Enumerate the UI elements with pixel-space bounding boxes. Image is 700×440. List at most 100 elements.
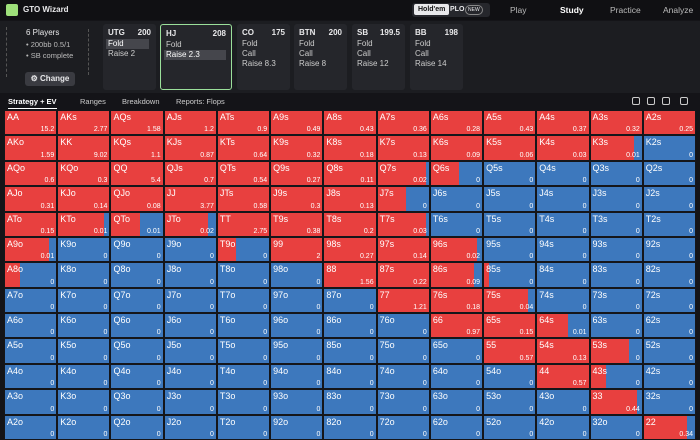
hand-cell[interactable]: Q4s 0 bbox=[536, 160, 590, 187]
hand-cell[interactable]: 85s 0 bbox=[483, 262, 537, 288]
hand-cell[interactable]: A6s 0.28 bbox=[429, 110, 484, 136]
hand-cell[interactable]: Q7o 0 bbox=[110, 287, 164, 314]
hand-cell[interactable]: 65s 0.15 bbox=[483, 313, 537, 339]
hand-cell[interactable]: 74s 0 bbox=[536, 287, 590, 314]
hand-cell[interactable]: 96o 0 bbox=[270, 313, 324, 339]
action[interactable]: Raise 14 bbox=[415, 59, 447, 68]
hand-cell[interactable]: 72o 0 bbox=[376, 414, 430, 440]
tab[interactable]: Reports: Flops bbox=[176, 97, 225, 106]
hand-cell[interactable]: QJo 0.08 bbox=[110, 186, 164, 212]
hand-cell[interactable]: QTs 0.54 bbox=[216, 160, 271, 187]
hand-cell[interactable]: Q8s 0.11 bbox=[323, 160, 377, 187]
hand-cell[interactable]: 43o 0 bbox=[536, 389, 590, 415]
toggle-option[interactable]: Hold'em bbox=[414, 4, 450, 15]
view-icon[interactable] bbox=[647, 97, 655, 105]
hand-cell[interactable]: A8s 0.43 bbox=[323, 110, 377, 136]
hand-cell[interactable]: A9s 0.49 bbox=[270, 110, 324, 136]
hand-cell[interactable]: 62o 0 bbox=[429, 414, 484, 440]
hand-cell[interactable]: 42o 0 bbox=[536, 414, 590, 440]
action[interactable]: Fold bbox=[166, 40, 182, 49]
tab[interactable]: Breakdown bbox=[122, 97, 160, 106]
hand-cell[interactable]: T7s 0.03 bbox=[376, 211, 430, 237]
hand-cell[interactable]: AJo 0.31 bbox=[4, 186, 58, 212]
position-card[interactable]: UTG 200 Fold Raise 2 bbox=[103, 24, 156, 90]
hand-cell[interactable]: JTs 0.58 bbox=[216, 186, 271, 212]
hand-cell[interactable]: QTo 0.01 bbox=[110, 211, 164, 237]
hand-cell[interactable]: K8s 0.18 bbox=[323, 135, 377, 161]
hand-cell[interactable]: J3s 0 bbox=[589, 186, 643, 212]
hand-cell[interactable]: 98o 0 bbox=[270, 262, 324, 288]
hand-cell[interactable]: Q2s 0 bbox=[642, 160, 696, 187]
hand-cell[interactable]: K9o 0 bbox=[57, 236, 111, 263]
hand-cell[interactable]: Q3s 0 bbox=[589, 160, 643, 187]
hand-cell[interactable]: J2o 0 bbox=[163, 414, 217, 440]
hand-cell[interactable]: 83o 0 bbox=[323, 389, 377, 415]
hand-cell[interactable]: J8s 0.13 bbox=[323, 186, 377, 212]
hand-cell[interactable]: T5s 0 bbox=[483, 211, 537, 237]
position-card[interactable]: CO 175 Fold Call Raise 8.3 bbox=[237, 24, 290, 90]
hand-cell[interactable]: A3s 0.32 bbox=[589, 110, 643, 136]
hand-cell[interactable]: ATo 0.15 bbox=[4, 211, 58, 237]
hand-cell[interactable]: Q4o 0 bbox=[110, 363, 164, 390]
action[interactable]: Raise 2 bbox=[108, 49, 136, 58]
action[interactable]: Raise 12 bbox=[357, 59, 389, 68]
action[interactable]: Call bbox=[299, 49, 313, 58]
hand-cell[interactable]: K5o 0 bbox=[57, 338, 111, 364]
hand-cell[interactable]: A5o 0 bbox=[4, 338, 58, 364]
hand-cell[interactable]: T9o 0 bbox=[216, 236, 271, 263]
hand-cell[interactable]: K3o 0 bbox=[57, 389, 111, 415]
hand-cell[interactable]: KQs 1.1 bbox=[110, 135, 164, 161]
hand-cell[interactable]: 86o 0 bbox=[323, 313, 377, 339]
hand-cell[interactable]: T2s 0 bbox=[642, 211, 696, 237]
hand-cell[interactable]: A9o 0.01 bbox=[4, 236, 58, 263]
hand-cell[interactable]: T4s 0 bbox=[536, 211, 590, 237]
hand-cell[interactable]: J3o 0 bbox=[163, 389, 217, 415]
hand-cell[interactable]: J7o 0 bbox=[163, 287, 217, 314]
hand-cell[interactable]: 64o 0 bbox=[429, 363, 484, 390]
hand-cell[interactable]: Q8o 0 bbox=[110, 262, 164, 288]
hand-cell[interactable]: K6s 0.09 bbox=[429, 135, 484, 161]
hand-cell[interactable]: 93s 0 bbox=[589, 236, 643, 263]
hand-cell[interactable]: AA 15.2 bbox=[4, 110, 58, 136]
hand-cell[interactable]: JTo 0.02 bbox=[163, 211, 217, 237]
hand-cell[interactable]: Q5o 0 bbox=[110, 338, 164, 364]
hand-cell[interactable]: A7o 0 bbox=[4, 287, 58, 314]
hand-cell[interactable]: Q5s 0 bbox=[483, 160, 537, 187]
action[interactable]: Raise 8 bbox=[299, 59, 327, 68]
hand-cell[interactable]: Q2o 0 bbox=[110, 414, 164, 440]
hand-cell[interactable]: QJs 0.7 bbox=[163, 160, 217, 187]
hand-cell[interactable]: T3o 0 bbox=[216, 389, 271, 415]
hand-cell[interactable]: 95s 0 bbox=[483, 236, 537, 263]
hand-cell[interactable]: J4o 0 bbox=[163, 363, 217, 390]
hand-cell[interactable]: A2o 0 bbox=[4, 414, 58, 440]
hand-cell[interactable]: J9o 0 bbox=[163, 236, 217, 263]
action[interactable]: Fold bbox=[357, 39, 373, 48]
hand-cell[interactable]: 96s 0.02 bbox=[429, 236, 484, 263]
nav-item[interactable]: Analyze bbox=[663, 5, 694, 15]
hand-cell[interactable]: J8o 0 bbox=[163, 262, 217, 288]
hand-cell[interactable]: 88 1.56 bbox=[323, 262, 377, 288]
hand-cell[interactable]: 98s 0.27 bbox=[323, 236, 377, 263]
hand-cell[interactable]: 75s 0.04 bbox=[483, 287, 537, 314]
hand-cell[interactable]: J9s 0.3 bbox=[270, 186, 324, 212]
hand-cell[interactable]: 63o 0 bbox=[429, 389, 484, 415]
hand-cell[interactable]: A4o 0 bbox=[4, 363, 58, 390]
hand-cell[interactable]: 97s 0.14 bbox=[376, 236, 430, 263]
hand-cell[interactable]: 85o 0 bbox=[323, 338, 377, 364]
hand-cell[interactable]: 63s 0 bbox=[589, 313, 643, 339]
hand-cell[interactable]: A8o 0 bbox=[4, 262, 58, 288]
hand-cell[interactable]: Q9o 0 bbox=[110, 236, 164, 263]
hand-cell[interactable]: 84o 0 bbox=[323, 363, 377, 390]
hand-cell[interactable]: K9s 0.32 bbox=[270, 135, 324, 161]
hand-cell[interactable]: 43s 0 bbox=[589, 363, 643, 390]
hand-cell[interactable]: TT 2.75 bbox=[216, 211, 271, 237]
hand-cell[interactable]: 94s 0 bbox=[536, 236, 590, 263]
hand-cell[interactable]: 64s 0.01 bbox=[536, 313, 590, 339]
hand-cell[interactable]: K5s 0.06 bbox=[483, 135, 537, 161]
hand-cell[interactable]: J5s 0 bbox=[483, 186, 537, 212]
hand-cell[interactable]: KTo 0.01 bbox=[57, 211, 111, 237]
hand-cell[interactable]: 83s 0 bbox=[589, 262, 643, 288]
hand-cell[interactable]: Q6s 0 bbox=[429, 160, 484, 187]
hand-cell[interactable]: AJs 1.2 bbox=[163, 110, 217, 136]
hand-cell[interactable]: 54s 0.13 bbox=[536, 338, 590, 364]
